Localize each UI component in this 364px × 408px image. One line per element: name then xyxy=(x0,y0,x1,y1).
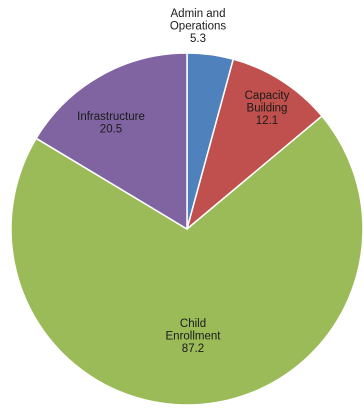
pie-slice-1 xyxy=(185,58,324,232)
pie-slice-label-3: Infrastructure 20.5 xyxy=(77,111,145,136)
pie-slice-name-1-1: Building xyxy=(247,103,288,115)
pie-slice-label-1: Capacity Building 12.1 xyxy=(245,90,290,127)
pie-slice-name-2-1: Enrollment xyxy=(166,331,222,343)
pie-slice-value-3: 20.5 xyxy=(100,124,122,136)
pie-slice-value-2: 87.2 xyxy=(182,343,204,355)
pie-slice-name-0-1: Operations xyxy=(170,21,227,33)
pie-labels: Admin and Operations 5.3 Capacity Building 12… xyxy=(77,8,289,355)
pie-slice-label-0: Admin and Operations 5.3 xyxy=(170,8,227,45)
pie-slice-3 xyxy=(35,52,188,231)
pie-slices xyxy=(10,52,364,406)
pie-slice-name-0-0: Admin and xyxy=(171,8,226,20)
pie-slice-value-0: 5.3 xyxy=(190,33,206,45)
pie-slice-2 xyxy=(10,114,364,406)
pie-slice-name-2-0: Child xyxy=(180,318,206,330)
pie-slice-name-3-0: Infrastructure xyxy=(77,111,145,123)
pie-slice-name-1-0: Capacity xyxy=(245,90,290,102)
pie-slice-label-2: Child Enrollment 87.2 xyxy=(166,318,222,355)
pie-slice-value-1: 12.1 xyxy=(256,115,278,127)
